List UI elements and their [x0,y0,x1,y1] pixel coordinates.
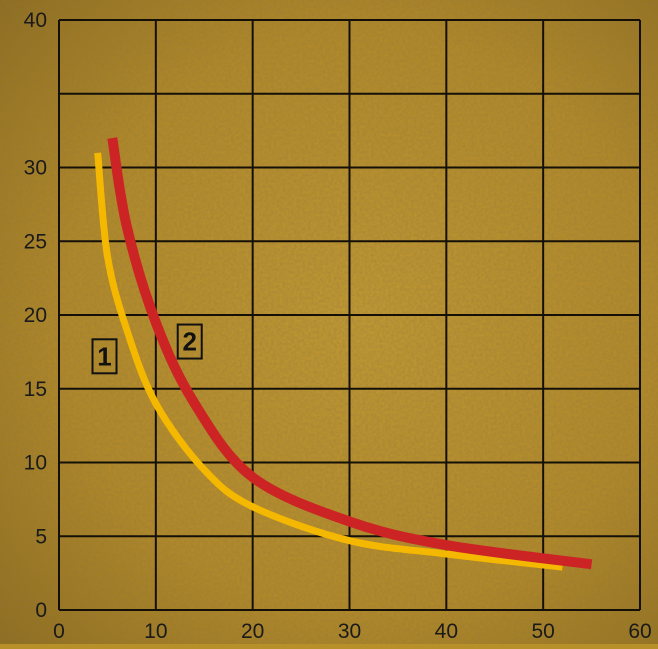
y-tick-label: 20 [24,304,47,327]
series-label-text: 1 [97,341,111,371]
series-1-label: 1 [91,338,118,375]
tick-labels: 0 10 20 30 40 50 60 0 5 10 15 20 25 30 40 [24,9,652,643]
y-tick-label: 30 [24,157,47,180]
y-tick-label: 10 [24,452,47,475]
y-tick-label: 40 [24,9,47,32]
series-2-line [107,137,593,570]
series-1-line [94,152,563,571]
series-2-label: 2 [176,323,203,360]
x-tick-label: 40 [435,620,458,643]
x-tick-label: 0 [53,620,65,643]
x-tick-label: 10 [144,620,167,643]
y-tick-label: 15 [24,378,47,401]
x-tick-label: 30 [338,620,361,643]
series-layer [94,137,593,571]
y-tick-label: 5 [35,525,47,548]
series-label-text: 2 [182,327,196,357]
grid [58,19,641,611]
y-tick-label: 25 [24,230,47,253]
y-tick-label: 0 [35,599,47,622]
x-tick-label: 50 [531,620,554,643]
x-tick-label: 20 [241,620,264,643]
x-tick-label: 60 [628,620,651,643]
